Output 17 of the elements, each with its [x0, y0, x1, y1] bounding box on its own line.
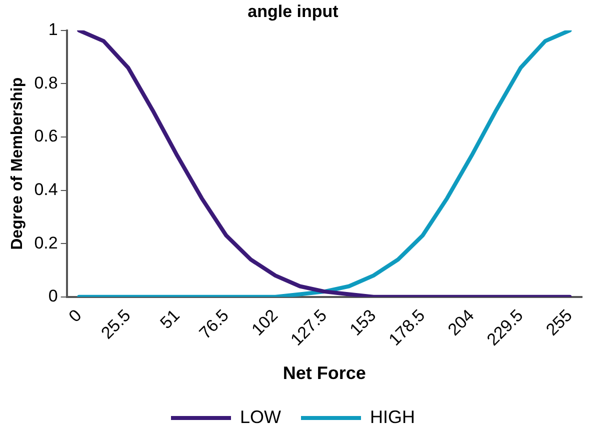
y-tick-label: 0.8	[34, 73, 58, 92]
x-tick-label: 0	[65, 306, 86, 326]
x-tick-label: 153	[346, 306, 380, 340]
x-tick-label: 51	[156, 306, 184, 333]
x-axis-title: Net Force	[282, 363, 366, 384]
legend-label: LOW	[240, 406, 282, 427]
y-axis-title: Degree of Membership	[9, 77, 26, 250]
y-tick-label: 0.6	[34, 126, 58, 146]
x-tick-label: 255	[542, 306, 576, 340]
y-tick-label: 0.2	[34, 233, 58, 252]
y-tick-label: 0	[48, 286, 58, 306]
legend-label: HIGH	[370, 406, 415, 427]
chart-title: angle input	[248, 2, 339, 21]
y-tick-label: 0.4	[34, 180, 58, 199]
x-tick-label: 204	[444, 306, 478, 340]
y-tick-label: 1	[48, 20, 58, 40]
x-tick-label: 102	[248, 306, 282, 340]
